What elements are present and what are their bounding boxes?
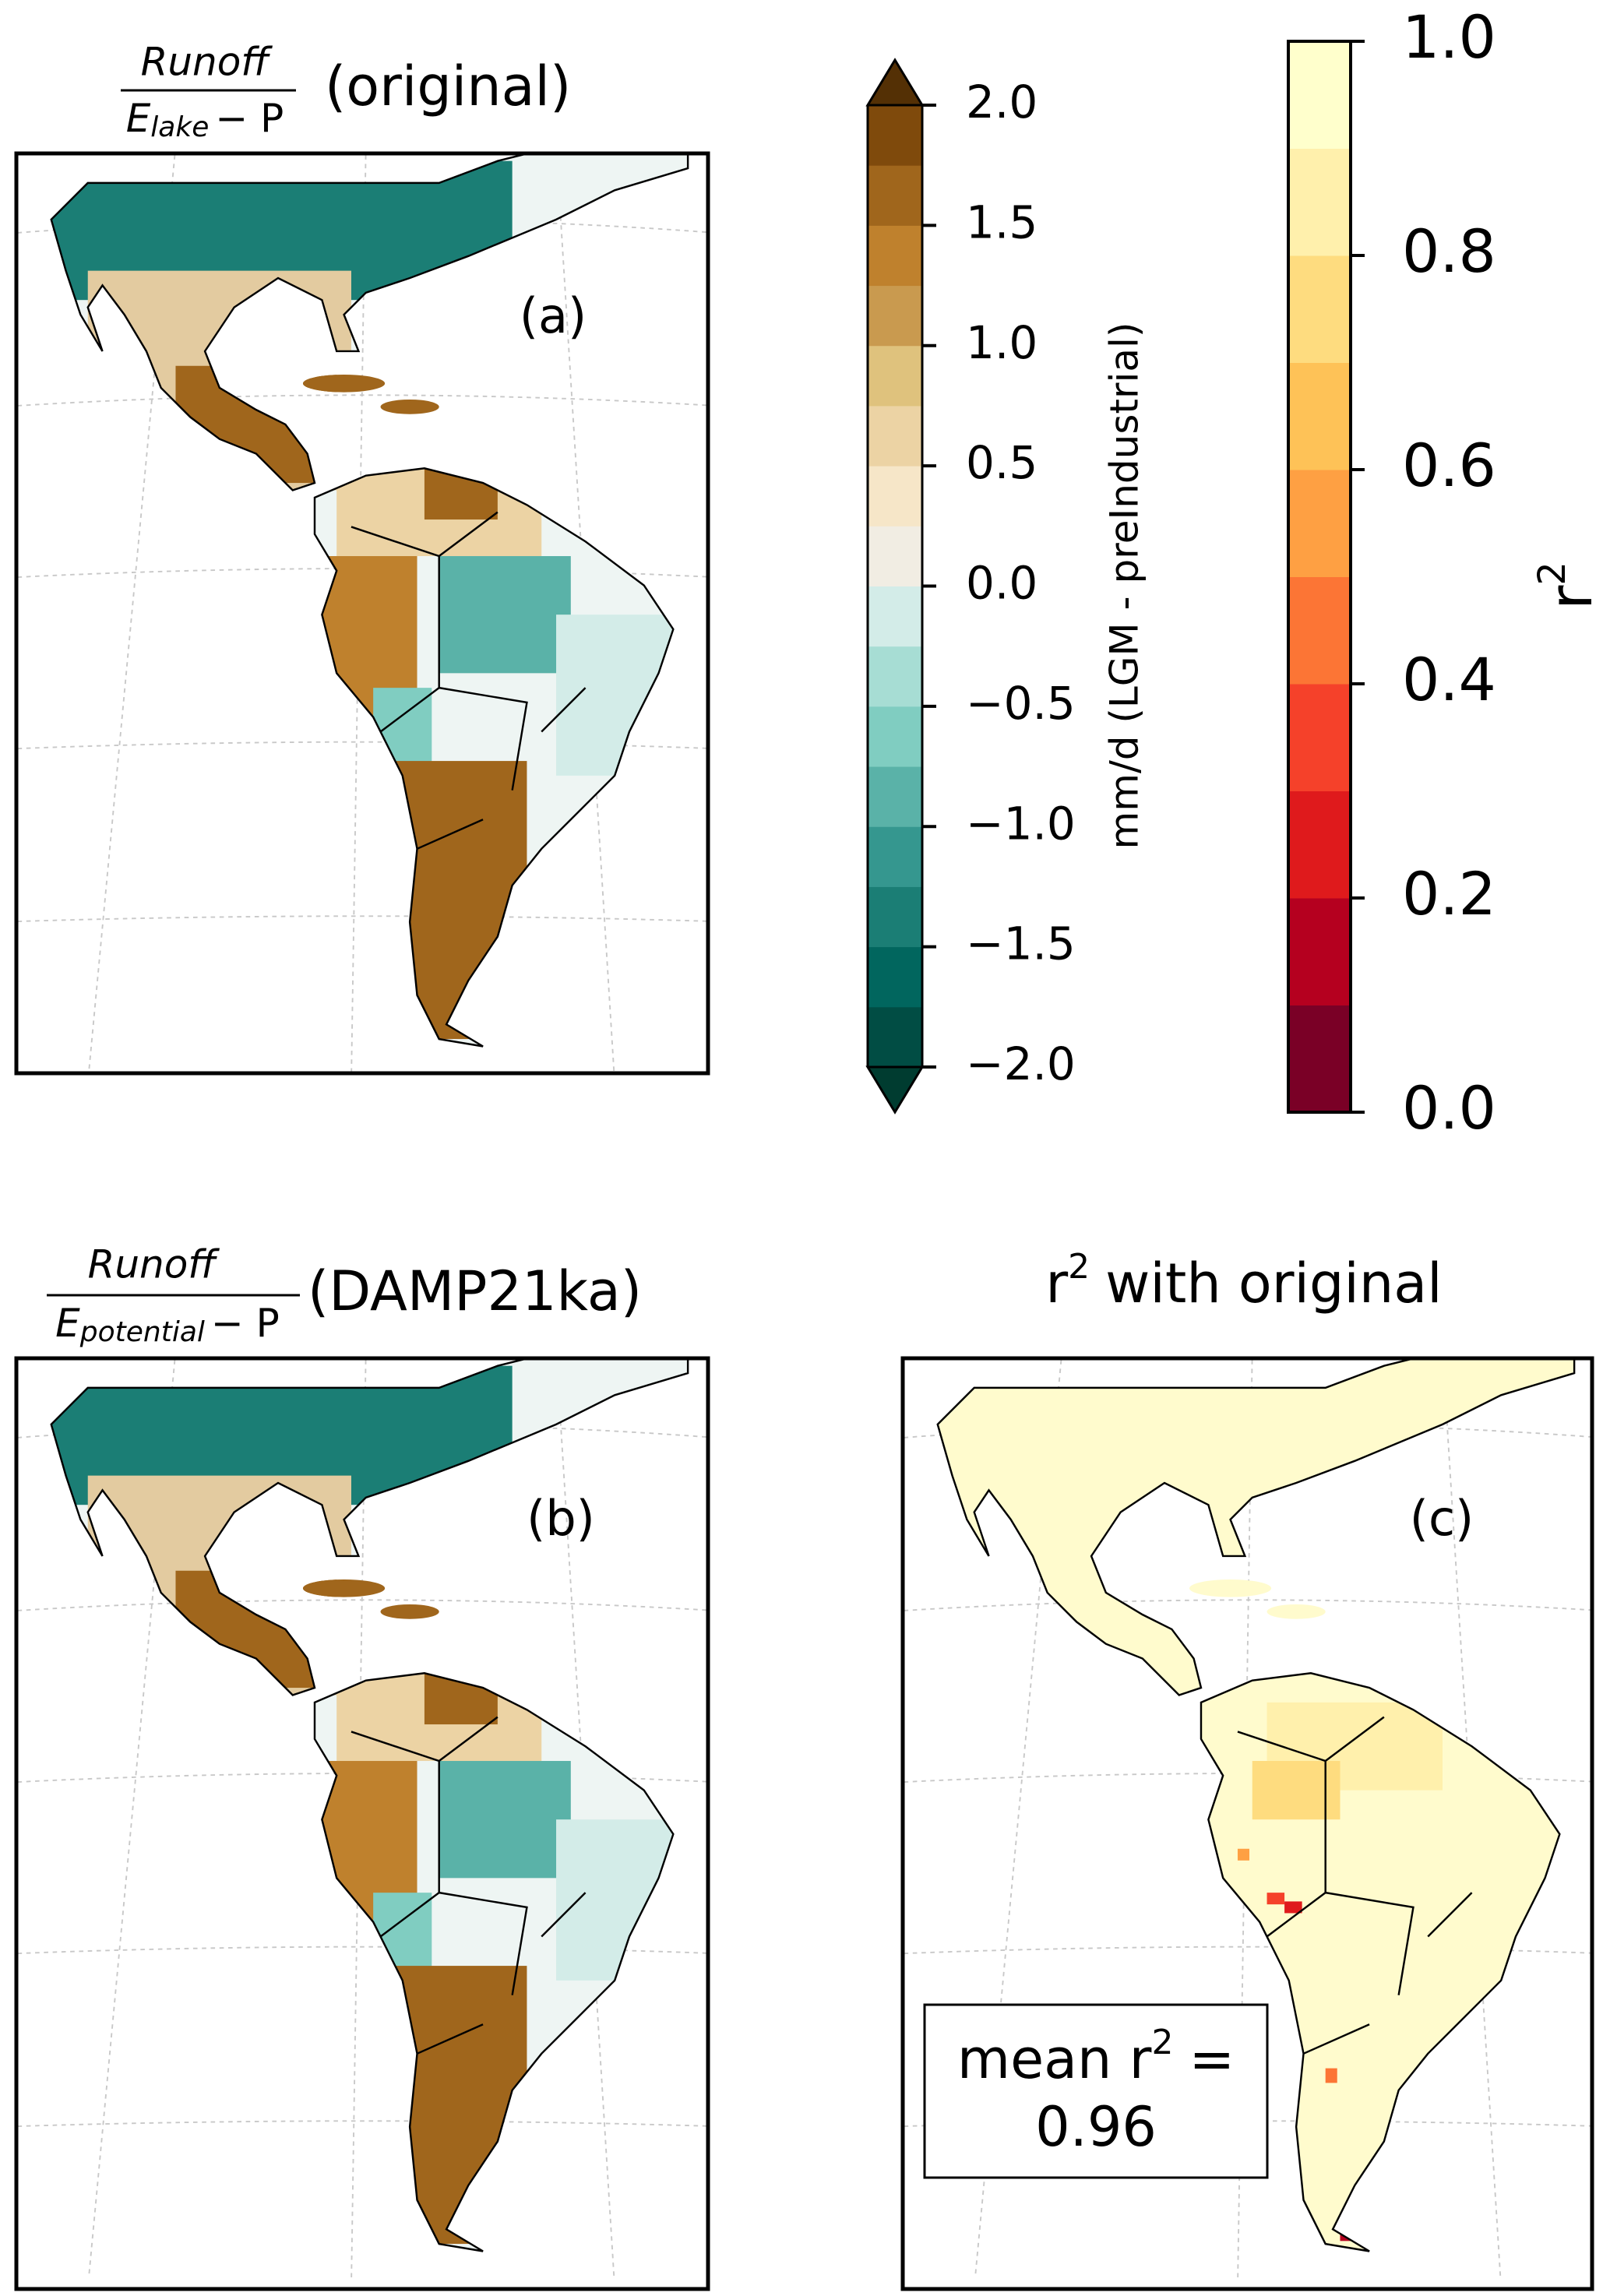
title-numerator: Runoff [141, 40, 273, 85]
colorbar-segment [868, 345, 922, 407]
colorbar-segment [868, 466, 922, 526]
annotation-sup: 2 [1151, 2023, 1173, 2062]
title-rest: with original [1105, 1252, 1442, 1315]
panel-label: (a) [520, 287, 587, 344]
title-numerator: Runoff [88, 1242, 220, 1287]
colorbar-segment [1288, 898, 1351, 1005]
tick-label: −0.5 [966, 677, 1076, 730]
label-base: r [1536, 585, 1605, 610]
tick-label: 0.0 [966, 557, 1038, 610]
tick-label: 0.2 [1402, 859, 1496, 928]
colorbar-segment [1288, 576, 1351, 685]
tick-label: 0.4 [1402, 645, 1496, 714]
colorbar-extend [865, 1065, 925, 1115]
colorbar-segment [1288, 41, 1351, 149]
colorbar-segment [868, 526, 922, 586]
colorbar-segment [868, 586, 922, 647]
tick-label: 1.0 [966, 316, 1038, 369]
colorbar-segment [1288, 470, 1351, 577]
title-suffix: (original) [325, 55, 571, 118]
panel-frame [14, 151, 710, 1076]
panel-frame [900, 1356, 1594, 2291]
colorbar-segment [868, 826, 922, 887]
map-a [0, 146, 732, 1083]
title-sup: 2 [1068, 1247, 1090, 1287]
annotation-box [923, 2003, 1269, 2179]
annotation-rest: = [1189, 2027, 1235, 2091]
colorbar-segment [1288, 684, 1351, 791]
colorbar-segment [868, 225, 922, 287]
colorbar-label: r2 [1531, 562, 1605, 610]
denominator-base: E [55, 1301, 80, 1346]
colorbar-segment [868, 1006, 922, 1068]
annotation-base: mean r [957, 2027, 1152, 2091]
panel-label: (c) [1410, 1490, 1474, 1547]
colorbar-segment [868, 646, 922, 707]
title-base: r [1045, 1252, 1068, 1315]
panel-title: r2 with original [1045, 1247, 1442, 1315]
panel-frame [14, 1356, 710, 2291]
colorbar-segment [868, 946, 922, 1008]
colorbar-segment [868, 405, 922, 467]
colorbar-outline [1287, 40, 1352, 1114]
colorbar-segment [868, 165, 922, 226]
denominator-sub: lake [150, 111, 209, 143]
title-denominator: Epotential − P [55, 1301, 280, 1349]
colorbar-segment [1288, 148, 1351, 256]
annotation-value: 0.96 [1035, 2095, 1157, 2159]
title-denominator: Elake − P [126, 96, 284, 144]
colorbar-label: mm/d (LGM - preIndustrial) [1102, 322, 1147, 850]
tick-label: 0.6 [1402, 431, 1496, 500]
denominator-base: E [126, 96, 151, 141]
colorbar-segment [868, 105, 922, 166]
tick-label: −1.5 [966, 917, 1076, 970]
colorbar-segment [1288, 1005, 1351, 1113]
tick-label: −1.0 [966, 797, 1076, 850]
colorbar-segment [1288, 255, 1351, 363]
label-sup: 2 [1531, 562, 1574, 586]
colorbar-segment [868, 285, 922, 347]
tick-label: 1.0 [1402, 2, 1496, 72]
tick-label: −2.0 [966, 1037, 1076, 1090]
denominator-rest: − P [211, 1301, 280, 1346]
tick-label: 0.5 [966, 436, 1038, 489]
panel-label: (b) [527, 1490, 595, 1547]
colorbar-segment [1288, 362, 1351, 470]
tick-label: 0.0 [1402, 1073, 1496, 1143]
map-b [0, 1351, 732, 2288]
tick-label: 2.0 [966, 76, 1038, 129]
denominator-rest: − P [215, 96, 284, 141]
colorbar-segment [868, 886, 922, 948]
colorbar-segment [868, 706, 922, 767]
colorbar-segment [1288, 791, 1351, 899]
tick-label: 1.5 [966, 195, 1038, 248]
annotation-text: mean r2 = [957, 2023, 1235, 2091]
denominator-sub: potential [79, 1316, 205, 1348]
colorbar-segment [868, 766, 922, 827]
title-suffix: (DAMP21ka) [308, 1259, 642, 1323]
tick-label: 0.8 [1402, 217, 1496, 286]
colorbar-extend [865, 58, 925, 107]
